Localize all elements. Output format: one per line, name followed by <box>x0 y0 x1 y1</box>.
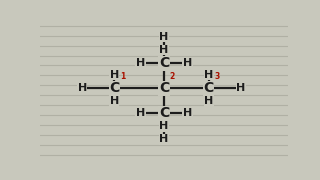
Text: H: H <box>136 58 145 68</box>
Text: H: H <box>136 108 145 118</box>
Text: 1: 1 <box>120 72 125 81</box>
Text: H: H <box>159 134 169 144</box>
Text: H: H <box>159 121 169 131</box>
Text: 3: 3 <box>214 72 219 81</box>
Text: H: H <box>204 96 213 106</box>
Text: H: H <box>110 70 119 80</box>
Text: H: H <box>204 70 213 80</box>
Text: C: C <box>109 81 120 95</box>
Text: C: C <box>159 81 169 95</box>
Text: H: H <box>159 32 169 42</box>
Text: H: H <box>236 83 245 93</box>
Text: C: C <box>204 81 214 95</box>
Text: H: H <box>183 108 192 118</box>
Text: 2: 2 <box>170 72 175 81</box>
Text: H: H <box>77 83 87 93</box>
Text: H: H <box>159 45 169 55</box>
Text: C: C <box>159 56 169 70</box>
Text: H: H <box>183 58 192 68</box>
Text: H: H <box>110 96 119 106</box>
Text: C: C <box>159 106 169 120</box>
